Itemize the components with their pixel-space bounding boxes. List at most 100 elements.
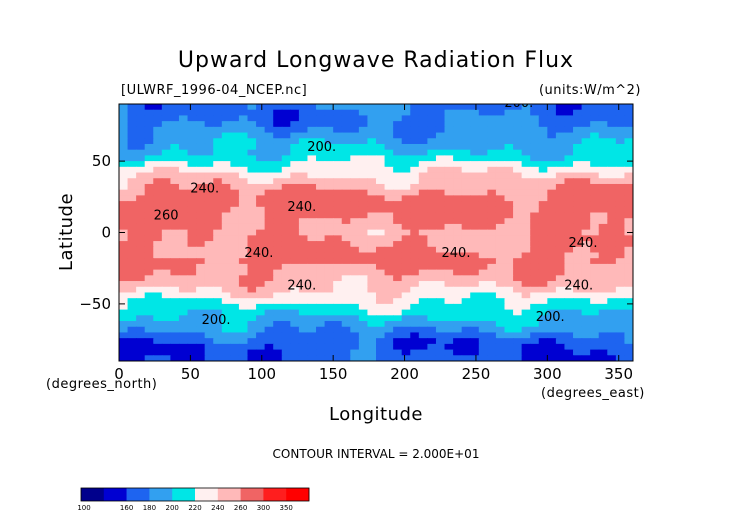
heatmap-cell — [127, 292, 137, 299]
heatmap-cell — [513, 149, 523, 156]
heatmap-cell — [470, 321, 480, 328]
contour-label: 240. — [569, 236, 598, 251]
heatmap-cell — [427, 298, 437, 305]
heatmap-cell — [127, 183, 137, 191]
heatmap-cell — [273, 246, 283, 254]
heatmap-cell — [290, 166, 300, 174]
heatmap-cell — [487, 149, 497, 156]
heatmap-cell — [547, 275, 557, 282]
heatmap-cell — [204, 189, 214, 196]
heatmap-cell — [281, 309, 291, 316]
heatmap-cell — [367, 178, 377, 185]
heatmap-cell — [307, 115, 317, 122]
heatmap-cell — [247, 343, 257, 351]
heatmap-cell — [196, 246, 206, 254]
heatmap-cell — [290, 349, 300, 356]
heatmap-cell — [504, 189, 514, 196]
heatmap-cell — [435, 246, 446, 254]
heatmap-cell — [247, 149, 257, 156]
heatmap-cell — [598, 281, 608, 288]
heatmap-cell — [238, 263, 249, 271]
heatmap-cell — [196, 349, 206, 356]
contour-label: 200. — [307, 140, 336, 155]
heatmap-cell — [230, 292, 240, 299]
heatmap-cell — [324, 286, 334, 294]
heatmap-cell — [213, 298, 223, 305]
heatmap-cell — [144, 223, 154, 231]
heatmap-cell — [453, 109, 463, 117]
heatmap-cell — [187, 126, 197, 134]
heatmap-cell — [264, 126, 274, 134]
heatmap-cell — [581, 206, 591, 214]
heatmap-cell — [555, 275, 566, 282]
heatmap-cell — [461, 183, 471, 191]
heatmap-cell — [273, 252, 283, 259]
heatmap-cell — [624, 195, 633, 202]
heatmap-cell — [521, 292, 531, 299]
heatmap-cell — [376, 121, 386, 128]
heatmap-cell — [298, 195, 309, 202]
heatmap-cell — [444, 252, 454, 259]
heatmap-cell — [598, 355, 608, 361]
heatmap-cell — [213, 338, 223, 345]
heatmap-cell — [590, 315, 600, 322]
heatmap-cell — [230, 349, 240, 356]
heatmap-cell — [427, 172, 437, 179]
heatmap-cell — [615, 178, 626, 185]
heatmap-cell — [418, 298, 428, 305]
heatmap-cell — [196, 235, 206, 242]
heatmap-cell — [376, 229, 386, 236]
heatmap-cell — [607, 235, 617, 242]
heatmap-cell — [427, 223, 437, 231]
heatmap-cell — [170, 121, 180, 128]
heatmap-cell — [376, 115, 386, 122]
heatmap-cell — [333, 252, 343, 259]
heatmap-cell — [161, 212, 171, 219]
heatmap-cell — [264, 201, 274, 208]
heatmap-cell — [316, 172, 326, 179]
heatmap-cell — [376, 201, 386, 208]
heatmap-cell — [573, 223, 583, 231]
heatmap-cell — [418, 132, 428, 139]
heatmap-cell — [495, 166, 506, 174]
heatmap-cell — [256, 115, 266, 122]
heatmap-cell — [513, 161, 523, 168]
heatmap-cell — [324, 252, 334, 259]
heatmap-cell — [367, 303, 377, 311]
heatmap-cell — [256, 138, 266, 145]
heatmap-cell — [470, 104, 480, 111]
heatmap-cell — [127, 143, 137, 151]
heatmap-cell — [298, 115, 309, 122]
heatmap-cell — [427, 206, 437, 214]
heatmap-cell — [615, 281, 626, 288]
heatmap-cell — [170, 303, 180, 311]
heatmap-cell — [401, 109, 411, 117]
heatmap-cell — [393, 201, 403, 208]
heatmap-cell — [256, 321, 266, 328]
heatmap-cell — [435, 263, 446, 271]
heatmap-cell — [598, 183, 608, 191]
heatmap-cell — [393, 338, 403, 345]
heatmap-cell — [495, 138, 506, 145]
heatmap-cell — [427, 241, 437, 248]
heatmap-cell — [418, 326, 428, 334]
heatmap-cell — [341, 286, 351, 294]
heatmap-cell — [384, 109, 394, 117]
heatmap-cell — [487, 178, 497, 185]
heatmap-cell — [256, 223, 266, 231]
heatmap-cell — [350, 315, 360, 322]
heatmap-cell — [444, 326, 454, 334]
heatmap-cell — [161, 241, 171, 248]
heatmap-cell — [513, 155, 523, 162]
heatmap-cell — [136, 292, 146, 299]
heatmap-cell — [153, 172, 163, 179]
heatmap-cell — [573, 309, 583, 316]
heatmap-cell — [470, 223, 480, 231]
heatmap-cell — [615, 195, 626, 202]
heatmap-cell — [538, 338, 548, 345]
heatmap-cell — [530, 315, 540, 322]
heatmap-cell — [461, 332, 471, 339]
heatmap-cell — [178, 235, 189, 242]
heatmap-cell — [161, 121, 171, 128]
heatmap-cell — [281, 332, 291, 339]
